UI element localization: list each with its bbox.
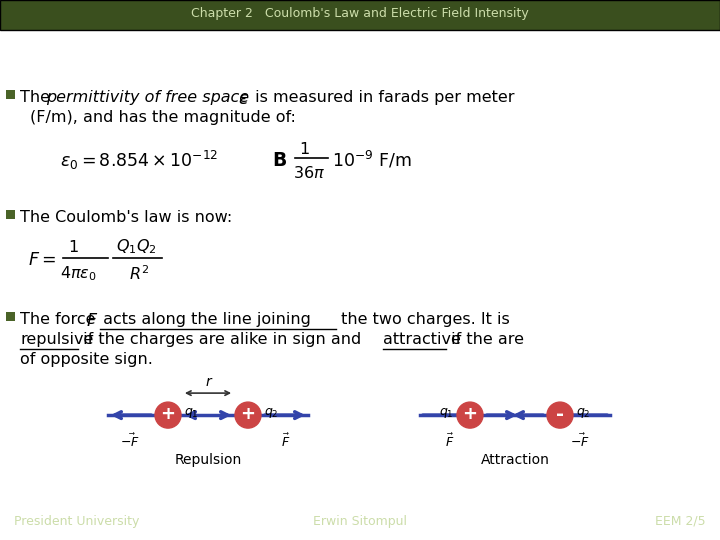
Text: Erwin Sitompul: Erwin Sitompul <box>313 515 407 528</box>
Text: $F =$: $F =$ <box>28 251 56 269</box>
Circle shape <box>457 402 483 428</box>
Text: (F/m), and has the magnitude of:: (F/m), and has the magnitude of: <box>30 110 296 125</box>
Text: Chapter 2   Coulomb's Law and Electric Field Intensity: Chapter 2 Coulomb's Law and Electric Fie… <box>191 7 529 20</box>
Text: $Q_1Q_2$: $Q_1Q_2$ <box>116 238 157 256</box>
Text: EEM 2/5: EEM 2/5 <box>655 515 706 528</box>
Text: President University: President University <box>14 515 140 528</box>
Text: $q_2$: $q_2$ <box>264 406 279 420</box>
Text: $q_1$: $q_1$ <box>184 406 199 420</box>
Circle shape <box>235 402 261 428</box>
Text: $1$: $1$ <box>299 141 310 157</box>
Text: acts along the line joining: acts along the line joining <box>98 312 311 327</box>
Text: $10^{-9}$ F/m: $10^{-9}$ F/m <box>332 150 412 171</box>
Text: repulsive: repulsive <box>20 332 94 347</box>
Text: -: - <box>556 404 564 423</box>
Text: is measured in farads per meter: is measured in farads per meter <box>250 90 515 105</box>
Text: $\vec{-F}$: $\vec{-F}$ <box>120 433 140 450</box>
Text: Attraction: Attraction <box>480 453 549 467</box>
Text: $\varepsilon_0 = 8.854\times10^{-12}$: $\varepsilon_0 = 8.854\times10^{-12}$ <box>60 148 218 172</box>
Text: $F$: $F$ <box>86 312 98 330</box>
Text: the two charges. It is: the two charges. It is <box>336 312 510 327</box>
Text: The force: The force <box>20 312 101 327</box>
Text: $q_2$: $q_2$ <box>576 406 590 420</box>
Text: Repulsion: Repulsion <box>174 453 242 467</box>
Text: The Experimental Law of Coulomb: The Experimental Law of Coulomb <box>93 33 627 61</box>
Text: $\mathbf{B}$: $\mathbf{B}$ <box>272 151 287 170</box>
Text: The: The <box>20 90 55 105</box>
Text: of opposite sign.: of opposite sign. <box>20 352 153 367</box>
Text: permittivity of free space: permittivity of free space <box>46 90 254 105</box>
Text: $q_1$: $q_1$ <box>439 406 454 420</box>
Text: $R^2$: $R^2$ <box>129 265 149 284</box>
Text: +: + <box>462 405 477 423</box>
Text: if the charges are alike in sign and: if the charges are alike in sign and <box>78 332 366 347</box>
Text: +: + <box>240 405 256 423</box>
Circle shape <box>547 402 573 428</box>
Bar <box>6 90 14 99</box>
Text: The Coulomb's law is now:: The Coulomb's law is now: <box>20 210 233 225</box>
Text: $4\pi\varepsilon_0$: $4\pi\varepsilon_0$ <box>60 265 96 284</box>
Text: attractive: attractive <box>383 332 461 347</box>
Bar <box>6 312 14 321</box>
Text: $1$: $1$ <box>68 239 78 255</box>
Text: +: + <box>161 405 176 423</box>
Text: r: r <box>205 375 211 389</box>
Text: $\vec{F}$: $\vec{F}$ <box>282 433 291 450</box>
Bar <box>6 210 14 219</box>
Text: if the are: if the are <box>446 332 524 347</box>
Text: $36\pi$: $36\pi$ <box>293 165 325 181</box>
FancyBboxPatch shape <box>0 0 720 30</box>
Circle shape <box>155 402 181 428</box>
Text: $\vec{F}$: $\vec{F}$ <box>446 433 454 450</box>
Text: $\vec{-F}$: $\vec{-F}$ <box>570 433 590 450</box>
Text: $\varepsilon$: $\varepsilon$ <box>238 90 249 108</box>
